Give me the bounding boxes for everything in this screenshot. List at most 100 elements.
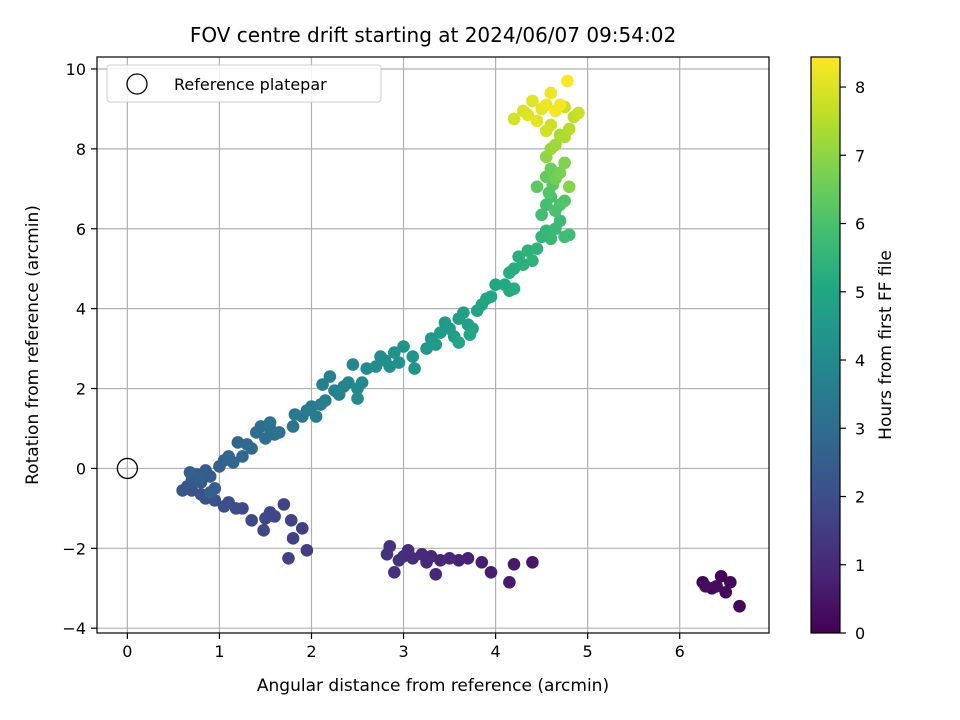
x-tick-label: 2 [306, 642, 316, 661]
data-point [719, 585, 733, 599]
data-point [562, 122, 576, 136]
data-point [392, 356, 406, 369]
y-tick-label: 4 [76, 300, 86, 319]
data-point [714, 569, 728, 583]
colorbar-tick-label: 2 [855, 488, 865, 507]
data-point [507, 557, 521, 571]
colorbar-tick-label: 1 [855, 556, 865, 575]
data-point [355, 376, 369, 389]
data-point [245, 442, 258, 455]
data-point [259, 512, 272, 525]
data-point [724, 575, 737, 589]
data-point [369, 360, 383, 373]
data-point [489, 278, 502, 291]
data-point [392, 554, 406, 567]
y-tick-label: 2 [76, 380, 86, 399]
data-point [530, 180, 544, 194]
data-point [699, 579, 712, 593]
data-point [484, 565, 498, 579]
data-point [526, 254, 539, 268]
data-point [236, 450, 249, 463]
x-tick-label: 5 [583, 642, 593, 661]
data-point [309, 410, 323, 423]
data-point [323, 370, 337, 383]
chart-title: FOV centre drift starting at 2024/06/07 … [190, 23, 676, 47]
data-point [530, 242, 544, 256]
legend-box [106, 64, 382, 103]
data-point [406, 350, 420, 363]
colorbar-label: Hours from first FF file [876, 250, 896, 440]
data-point [572, 106, 585, 120]
y-tick-label: 10 [66, 60, 86, 79]
data-point [553, 166, 567, 180]
data-point [342, 376, 355, 389]
data-point [272, 426, 286, 439]
data-point [733, 599, 746, 613]
data-point [544, 232, 558, 246]
colorbar-ticks: 0 1 2 3 4 5 6 7 8 [840, 78, 865, 643]
x-tick-label: 4 [491, 642, 501, 661]
x-axis-ticks: 0 1 2 3 4 5 6 [122, 633, 685, 661]
data-point [203, 470, 217, 483]
data-point [530, 114, 544, 128]
x-tick-label: 3 [398, 642, 408, 661]
data-point [295, 522, 309, 535]
colorbar-tick-label: 8 [855, 78, 865, 97]
colorbar-tick-label: 0 [855, 624, 865, 643]
legend-marker-open-circle [126, 73, 148, 95]
data-point [183, 466, 197, 479]
data-point [226, 456, 240, 469]
colorbar-tick-label: 7 [855, 146, 865, 165]
data-point [526, 555, 539, 569]
y-axis-label: Rotation from reference (arcmin) [23, 205, 43, 485]
data-point [507, 282, 521, 295]
data-point [263, 416, 277, 429]
reference-platepar-marker [116, 457, 139, 480]
data-point [429, 338, 443, 351]
data-point [408, 362, 421, 375]
data-point [549, 138, 562, 152]
data-point [429, 567, 443, 581]
data-point [318, 394, 332, 407]
y-tick-label: 0 [76, 459, 86, 478]
colorbar [810, 56, 841, 634]
data-points [116, 74, 746, 613]
data-point [203, 486, 217, 499]
data-point [282, 552, 295, 565]
data-point [553, 98, 567, 112]
data-point [388, 565, 401, 579]
data-point [710, 579, 723, 593]
colorbar-tick-label: 3 [855, 419, 865, 438]
data-point [217, 500, 231, 513]
data-point [277, 498, 291, 511]
data-point [475, 555, 489, 569]
colorbar-tick-label: 5 [855, 283, 865, 302]
x-tick-label: 0 [122, 642, 132, 661]
data-point [558, 156, 571, 170]
data-point [397, 340, 410, 353]
data-point [503, 575, 516, 589]
colorbar-tick-label: 6 [855, 215, 865, 234]
data-point [539, 98, 553, 112]
data-point [351, 392, 364, 405]
y-tick-label: −4 [62, 619, 86, 638]
plot-frame [96, 56, 770, 634]
y-tick-label: 8 [76, 140, 86, 159]
y-axis-ticks: −4 −2 0 2 4 6 8 10 [62, 60, 97, 638]
x-tick-label: 1 [214, 642, 224, 661]
data-point [452, 336, 466, 349]
data-point [257, 524, 270, 537]
data-point [544, 86, 558, 100]
data-point [286, 532, 300, 545]
data-point [535, 208, 548, 222]
data-point [507, 112, 521, 126]
data-point [553, 214, 567, 228]
data-point [463, 328, 477, 341]
data-point [300, 544, 314, 557]
data-point [380, 548, 394, 561]
data-point [286, 420, 300, 433]
data-point [526, 94, 539, 108]
data-point [284, 514, 298, 527]
